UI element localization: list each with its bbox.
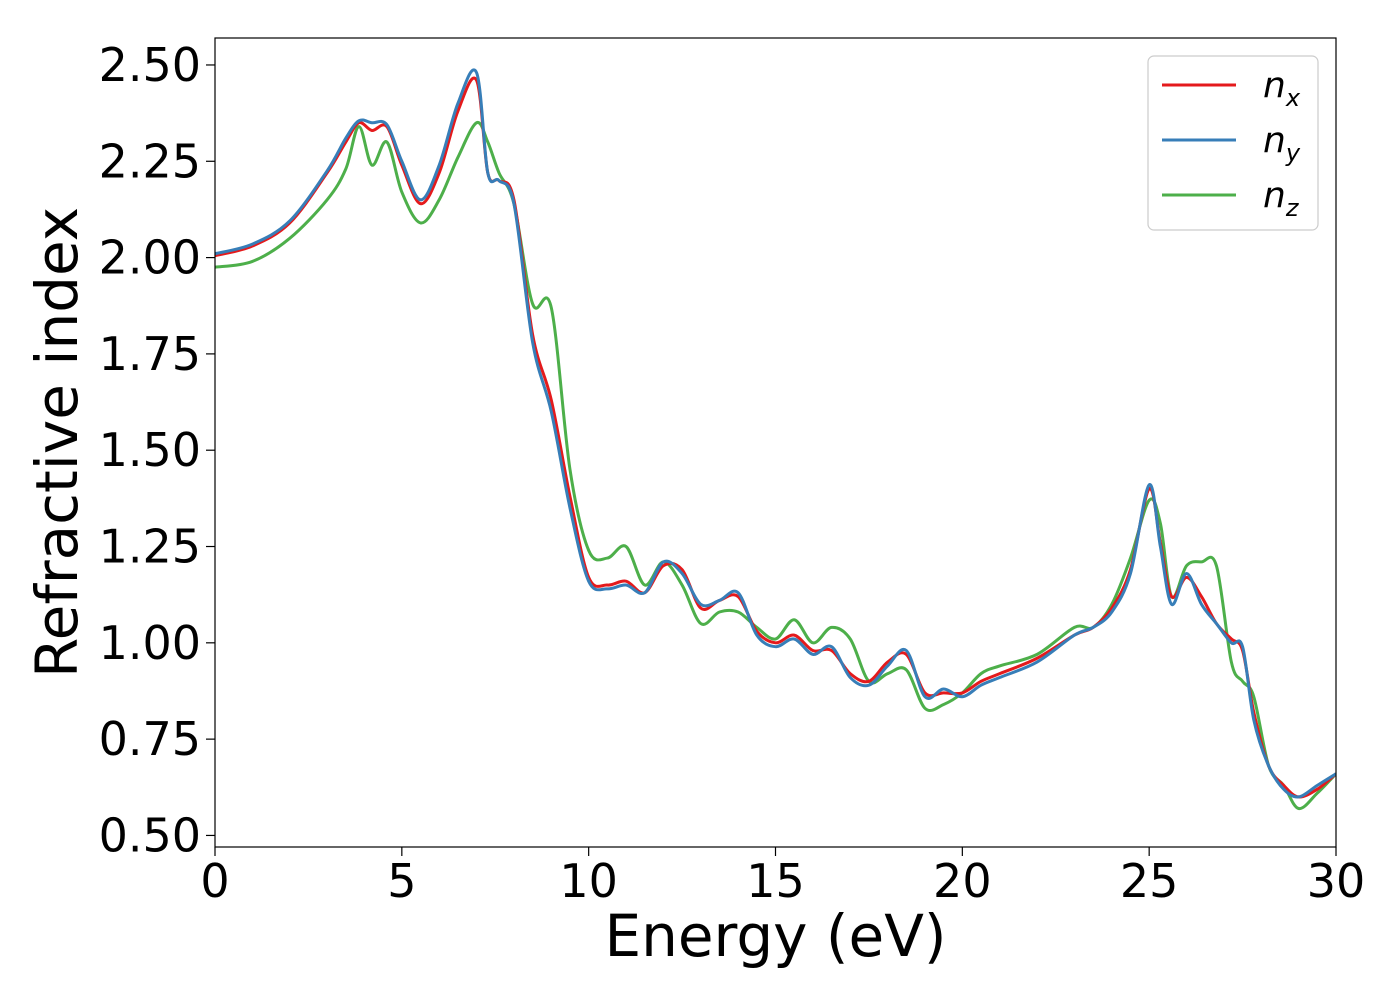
x-tick-label: 5 <box>387 854 416 908</box>
x-tick-label: 15 <box>746 854 805 908</box>
y-tick-label: 1.00 <box>99 616 201 670</box>
legend-items: nx ny nz <box>1162 65 1301 222</box>
x-tick-label: 25 <box>1120 854 1179 908</box>
x-tick-label: 0 <box>200 854 229 908</box>
x-axis-title: Energy (eV) <box>604 902 946 970</box>
y-axis-title: Refractive index <box>23 207 91 678</box>
legend: nx ny nz <box>1147 55 1319 231</box>
x-tick-label: 20 <box>933 854 992 908</box>
y-tick-label: 1.75 <box>99 327 201 381</box>
x-tick-label: 10 <box>559 854 618 908</box>
y-tick-label: 0.50 <box>99 808 201 862</box>
legend-box <box>1147 55 1319 231</box>
legend-label-ny: ny <box>1263 120 1301 167</box>
y-tick-label: 1.25 <box>99 520 201 574</box>
series-line-nz <box>215 120 1336 810</box>
y-tick-label: 2.00 <box>99 231 201 285</box>
y-axis-ticks: 0.50 0.75 1.00 1.25 1.50 1.75 2.00 2.25 2.50 <box>99 38 215 862</box>
y-tick-label: 0.75 <box>99 712 201 766</box>
y-tick-label: 1.50 <box>99 423 201 477</box>
x-tick-label: 30 <box>1307 854 1366 908</box>
legend-label-nx: nx <box>1263 65 1301 112</box>
series-line-ny <box>215 68 1336 799</box>
x-axis-ticks: 0 5 10 15 20 25 30 <box>200 847 1365 908</box>
legend-label-nz: nz <box>1263 175 1300 222</box>
y-tick-label: 2.50 <box>99 38 201 92</box>
y-tick-label: 2.25 <box>99 134 201 188</box>
series-layer <box>215 68 1336 810</box>
